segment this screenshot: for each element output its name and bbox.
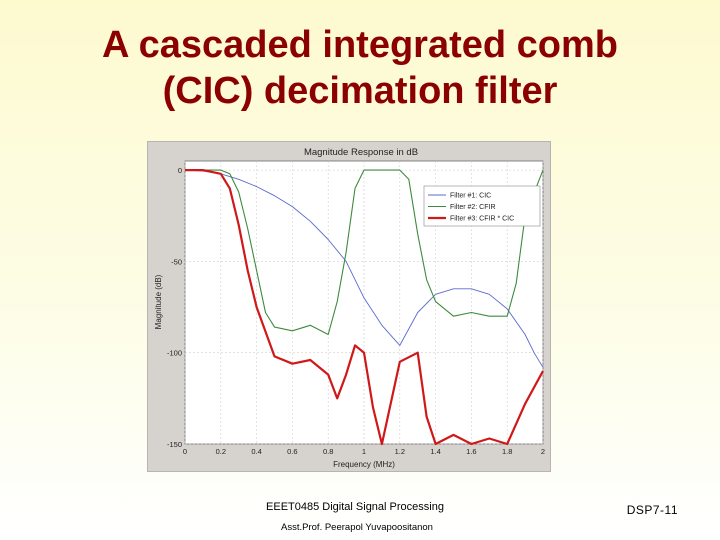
slide-title: A cascaded integrated comb (CIC) decimat… [0, 22, 720, 114]
x-tick-label: 1 [362, 447, 366, 456]
series-line-2 [185, 169, 544, 336]
title-line-1: A cascaded integrated comb [102, 24, 618, 66]
legend-entry: Filter #3: CFIR * CIC [450, 216, 514, 223]
series-line-3 [185, 169, 544, 446]
legend-entry: Filter #1: CIC [450, 193, 491, 200]
chart-legend: Filter #1: CIC Filter #2: CFIR Filter #3: … [423, 185, 541, 227]
x-tick-label: 1.6 [466, 447, 476, 456]
y-tick-label: -150 [167, 440, 182, 449]
y-tick-label: -50 [171, 257, 182, 266]
x-tick-label: 0.2 [216, 447, 226, 456]
magnitude-response-figure: Magnitude Response in dB 0 0.2 0.4 0.6 0.8 1 1… [147, 141, 551, 472]
x-tick-label: 1.4 [430, 447, 440, 456]
y-axis-label: Magnitude (dB) [154, 274, 163, 329]
series-lines [184, 169, 544, 446]
x-tick-labels: 0 0.2 0.4 0.6 0.8 1 1.2 1.4 1.6 1.8 2 [183, 447, 545, 456]
x-tick-label: 1.8 [502, 447, 512, 456]
x-tick-label: 0.4 [251, 447, 261, 456]
title-line-2: (CIC) decimation filter [162, 70, 558, 112]
x-tick-label: 1.2 [395, 447, 405, 456]
course-name: EEET0485 Digital Signal Processing [266, 501, 444, 513]
legend-entry: Filter #2: CFIR [450, 204, 496, 211]
y-tick-labels: 0 -50 -100 -150 [167, 166, 182, 449]
x-tick-label: 0 [183, 447, 187, 456]
x-axis-label: Frequency (MHz) [333, 460, 395, 469]
y-tick-label: 0 [178, 166, 182, 175]
x-tick-label: 2 [541, 447, 545, 456]
x-tick-label: 0.6 [287, 447, 297, 456]
chart-title: Magnitude Response in dB [304, 147, 418, 158]
magnitude-response-chart: Magnitude Response in dB 0 0.2 0.4 0.6 0.8 1 1… [154, 147, 545, 469]
y-tick-label: -100 [167, 349, 182, 358]
series-line-1 [184, 169, 544, 368]
author-name: Asst.Prof. Peerapol Yuvapoositanon [281, 522, 433, 533]
slide-number: DSP7-11 [626, 503, 678, 517]
x-tick-label: 0.8 [323, 447, 333, 456]
